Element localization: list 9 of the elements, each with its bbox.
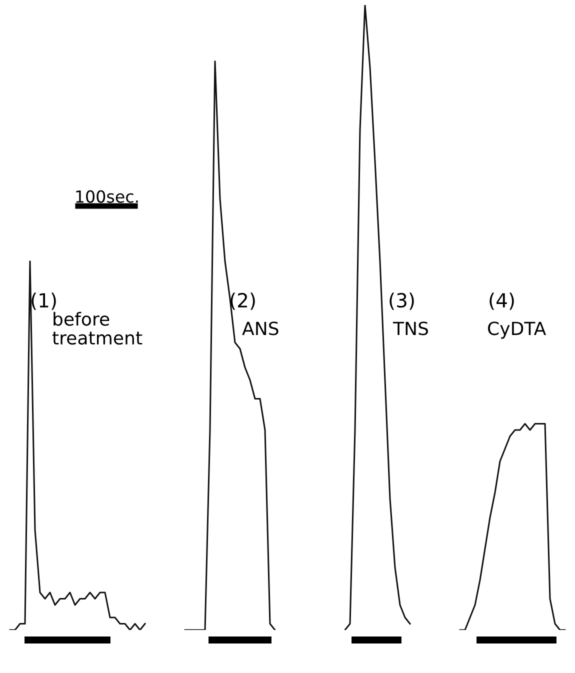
annotation: 100sec. [76, 190, 138, 203]
annotation: (2) [230, 292, 255, 310]
annotation: TNS [392, 322, 428, 336]
annotation: before treatment [52, 312, 142, 345]
annotation: (4) [490, 292, 514, 310]
annotation: (3) [390, 292, 414, 310]
annotation: CyDTA [488, 322, 546, 339]
annotation: ANS [242, 322, 278, 336]
annotation: (1) [32, 292, 56, 310]
